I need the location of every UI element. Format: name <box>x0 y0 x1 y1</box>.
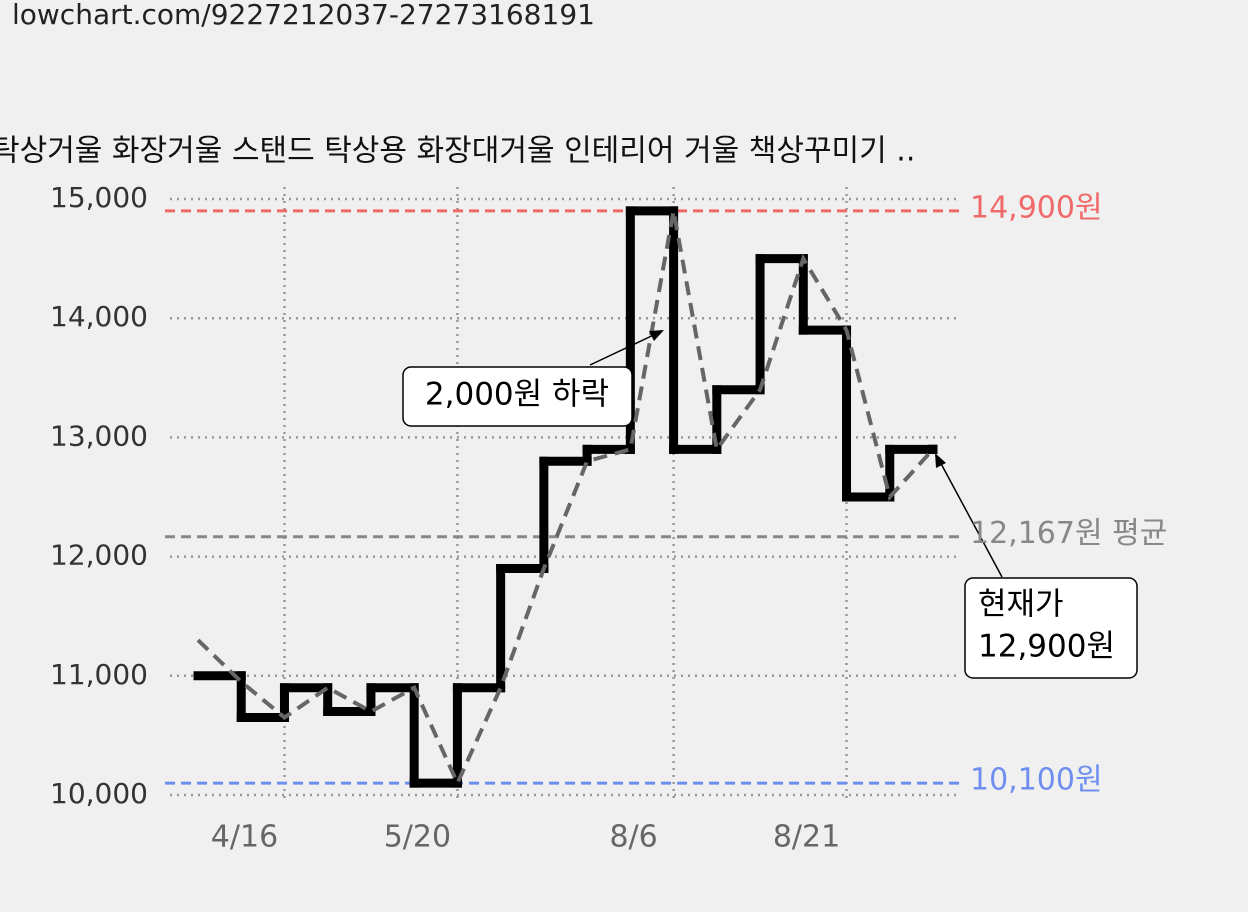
annotation-box <box>402 366 633 427</box>
annotation-text: 12,900원 <box>978 629 1115 665</box>
x-tick-label: 8/6 <box>609 820 657 855</box>
x-tick-label: 8/21 <box>773 820 840 855</box>
y-tick-label: 12,000 <box>50 539 148 572</box>
arrow-head <box>649 330 664 341</box>
y-tick-label: 14,000 <box>50 300 148 333</box>
y-tick-label: 11,000 <box>50 658 148 691</box>
reference-label: 10,100원 <box>970 763 1103 798</box>
reference-label: 14,900원 <box>970 190 1103 225</box>
x-tick-label: 5/20 <box>384 820 451 855</box>
annotation-text: 현재가 <box>978 587 1064 623</box>
y-tick-label: 15,000 <box>50 181 148 214</box>
trend-line <box>196 210 935 788</box>
annotation-text: 2,000원 하락 <box>425 377 609 413</box>
y-tick-label: 10,000 <box>50 777 148 810</box>
x-tick-label: 4/16 <box>211 820 278 855</box>
annotation-box <box>964 577 1138 679</box>
annotation-arrow <box>937 457 1003 578</box>
reference-label: 12,167원 평균 <box>970 516 1167 551</box>
arrow-head <box>935 453 946 468</box>
chart-title: 탁상거울 화장거울 스탠드 탁상용 화장대거울 인테리어 거울 책상꾸미기 .. <box>0 134 915 169</box>
annotation-arrow <box>589 331 661 366</box>
url: lowchart.com/9227212037-27273168191 <box>12 0 595 31</box>
y-tick-label: 13,000 <box>50 419 148 452</box>
